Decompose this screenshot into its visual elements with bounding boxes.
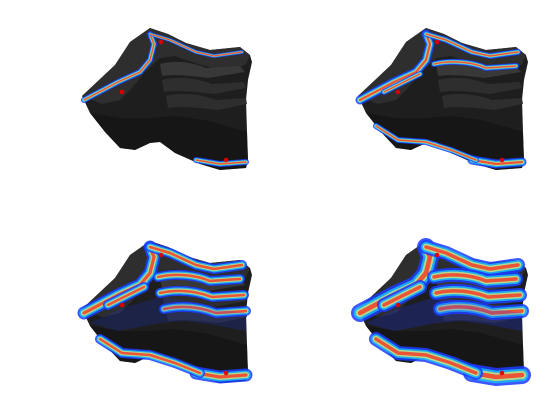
panel-top-left xyxy=(81,28,252,170)
panel-bottom-left xyxy=(77,240,253,384)
panel-bottom-right xyxy=(351,238,531,386)
panel-top-right xyxy=(355,28,528,170)
